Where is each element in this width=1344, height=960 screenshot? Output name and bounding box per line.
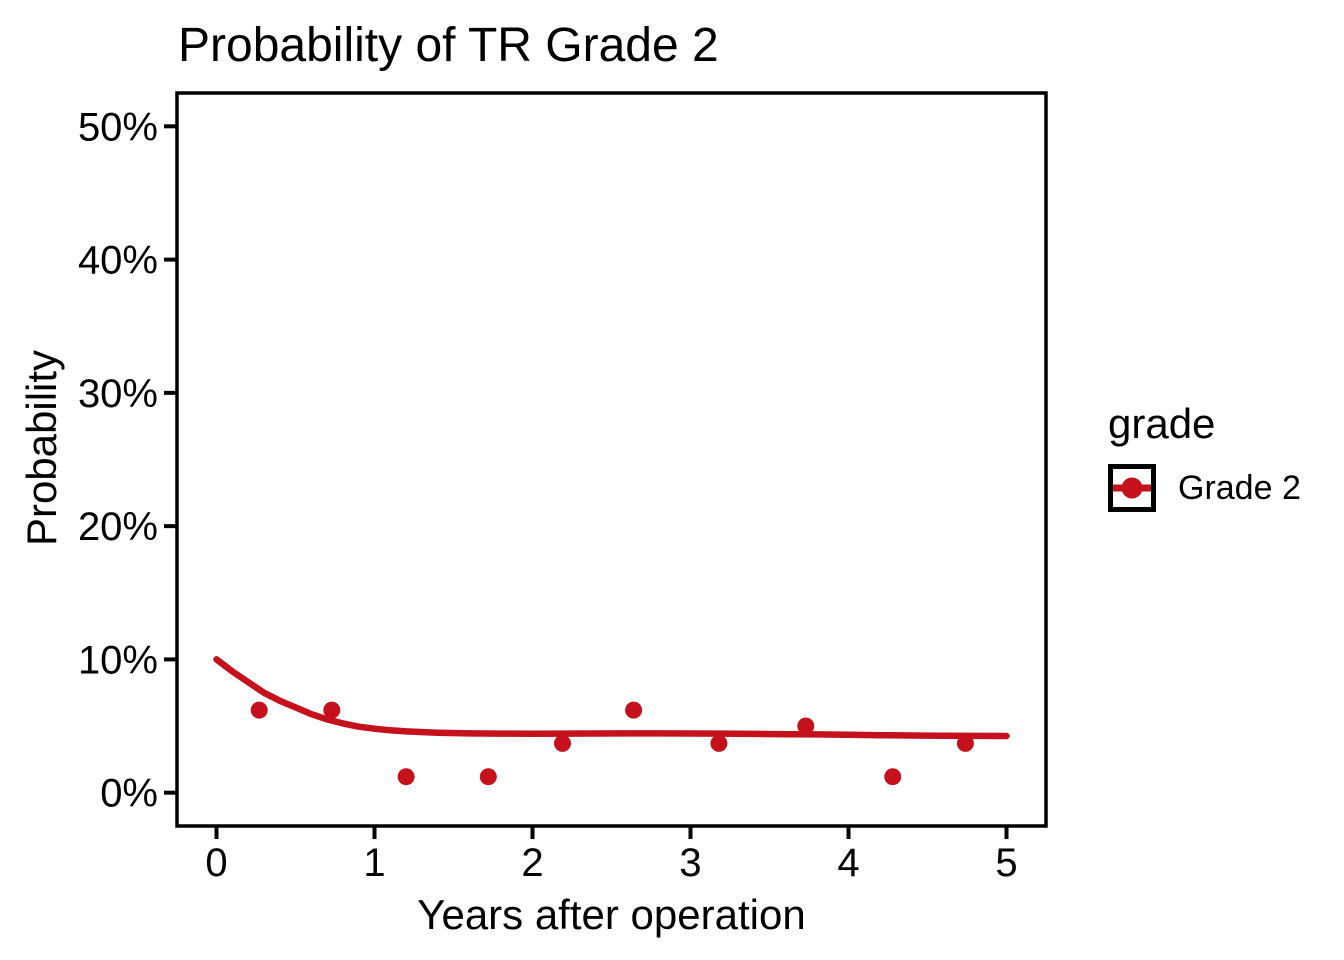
smooth-line [213,656,1010,740]
data-point [479,768,497,786]
data-point [554,734,571,752]
y-axis-tick-label: 20% [78,505,158,549]
legend-entry-label: Grade 2 [1178,468,1301,507]
legend-entry-grade-2: Grade 2 [1108,464,1301,513]
y-axis-tick-label: 10% [78,638,158,682]
legend-key-grade-2 [1108,464,1156,513]
y-axis-title: Probability [17,349,65,547]
x-axis-tick-label: 3 [679,841,701,885]
data-point [250,701,268,719]
chart-title: Probability of TR Grade 2 [178,19,719,72]
x-axis-tick-label: 4 [837,841,859,885]
data-point [797,717,815,735]
x-axis-tick-label: 0 [205,841,227,885]
y-axis-tick-label: 50% [78,105,158,149]
x-axis-tick-label: 5 [995,841,1017,885]
data-point [397,768,415,786]
panel-border [175,91,1048,828]
legend-title: grade [1108,400,1216,447]
legend-key-dot-icon [1121,477,1143,499]
data-point [323,701,341,719]
y-axis-tick-label: 0% [100,772,158,816]
x-axis-title: Years after operation [417,891,806,938]
data-point [710,734,728,752]
legend: grade Grade 2 [1108,400,1301,513]
y-axis-tick-label: 40% [78,239,158,283]
data-point [884,768,902,786]
x-axis-tick-label: 2 [521,841,543,885]
y-axis-tick-label: 30% [78,372,158,416]
data-point [956,734,974,752]
x-axis-tick-label: 1 [363,841,385,885]
data-point [625,701,643,719]
